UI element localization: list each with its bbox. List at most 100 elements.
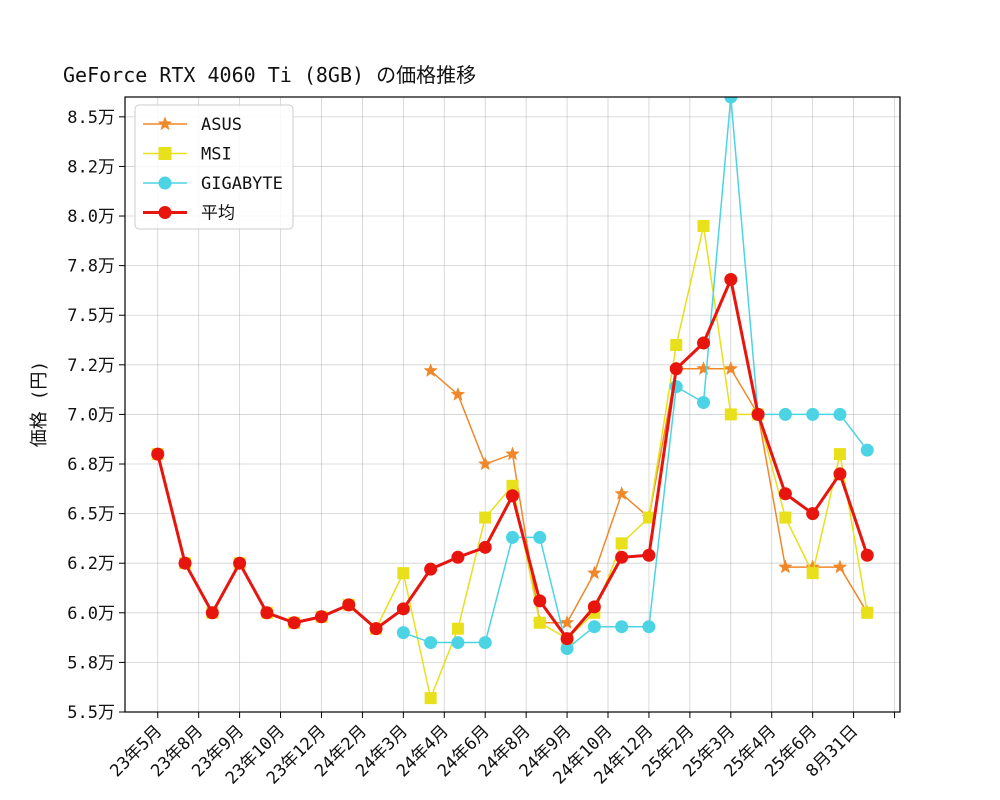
- data-point: [151, 447, 165, 461]
- legend-label: GIGABYTE: [201, 174, 283, 194]
- data-point: [723, 361, 739, 376]
- data-point: [424, 562, 438, 576]
- data-point: [832, 559, 848, 574]
- legend-entry: ASUS: [143, 115, 242, 135]
- data-point: [477, 456, 493, 471]
- data-point: [806, 407, 820, 421]
- series-layer: [151, 97, 875, 705]
- data-point: [806, 507, 820, 521]
- y-axis-label: 価格 (円): [29, 361, 50, 448]
- y-tick-label: 6.2万: [67, 554, 115, 574]
- data-point: [533, 530, 547, 544]
- data-point: [396, 602, 410, 616]
- y-tick-label: 6.5万: [67, 505, 115, 525]
- data-point: [396, 626, 410, 640]
- chart-title: GeForce RTX 4060 Ti (8GB) の価格推移: [63, 63, 476, 87]
- data-point: [860, 443, 874, 457]
- legend-marker: [158, 147, 172, 160]
- legend-entry: GIGABYTE: [143, 174, 283, 194]
- y-axis: 5.5万 5.8万 6.0万 6.2万 6.5万 6.8万 7.0万 7.2万 7.5万 7.8万…: [67, 108, 125, 723]
- y-tick-label: 7.0万: [67, 405, 115, 425]
- y-tick-label: 8.2万: [67, 157, 115, 177]
- data-point: [697, 219, 710, 232]
- data-point: [614, 486, 629, 501]
- data-point: [724, 408, 737, 421]
- plot-frame: [124, 96, 901, 713]
- y-tick-label: 7.8万: [67, 257, 115, 277]
- data-point: [505, 446, 520, 461]
- data-point: [506, 489, 519, 503]
- data-point: [451, 636, 465, 650]
- data-point: [696, 361, 711, 376]
- data-point: [260, 606, 274, 620]
- data-point: [778, 407, 792, 421]
- legend-entry: 平均: [143, 204, 235, 224]
- y-tick-label: 8.0万: [67, 207, 115, 227]
- data-point: [287, 616, 301, 630]
- data-point: [424, 692, 437, 705]
- data-point: [369, 622, 383, 636]
- y-tick-label: 5.8万: [67, 653, 115, 673]
- data-point: [424, 636, 438, 650]
- data-point: [587, 620, 601, 634]
- legend-marker: [158, 176, 172, 190]
- y-tick-label: 8.5万: [67, 108, 115, 128]
- data-point: [233, 556, 247, 570]
- data-point: [506, 479, 519, 492]
- data-point: [533, 616, 546, 629]
- legend-marker: [158, 206, 172, 219]
- data-point: [615, 550, 629, 564]
- y-tick-label: 6.0万: [67, 604, 115, 624]
- data-point: [860, 548, 874, 562]
- data-point: [560, 632, 574, 646]
- data-point: [806, 567, 819, 580]
- data-point: [533, 594, 547, 608]
- data-point: [833, 407, 847, 421]
- series-平均: [151, 273, 874, 646]
- legend-box: [134, 104, 294, 230]
- data-point: [506, 530, 519, 544]
- data-point: [724, 273, 738, 287]
- data-point: [751, 407, 765, 421]
- data-point: [451, 550, 465, 564]
- legend-entry: MSI: [143, 145, 232, 165]
- data-point: [451, 622, 464, 635]
- data-point: [642, 620, 656, 634]
- data-point: [205, 606, 219, 620]
- data-point: [478, 540, 492, 554]
- data-point: [615, 537, 628, 550]
- y-tick-label: 7.5万: [67, 306, 115, 326]
- data-point: [397, 567, 410, 580]
- legend: ASUS MSI GIGABYTE 平均: [134, 104, 294, 230]
- data-point: [778, 487, 792, 501]
- legend-label: 平均: [201, 204, 235, 224]
- data-point: [587, 600, 601, 614]
- data-point: [450, 386, 466, 401]
- data-point: [559, 615, 575, 629]
- data-point: [342, 598, 356, 612]
- data-point: [861, 606, 874, 619]
- data-point: [779, 511, 792, 524]
- data-point: [697, 336, 711, 350]
- data-point: [560, 642, 574, 656]
- data-point: [587, 565, 602, 580]
- data-point: [314, 610, 328, 624]
- y-tick-label: 7.2万: [67, 356, 115, 376]
- y-tick-label: 5.5万: [67, 703, 115, 723]
- data-point: [479, 511, 492, 524]
- data-point: [642, 548, 656, 562]
- data-point: [670, 338, 683, 351]
- data-point: [669, 362, 683, 376]
- legend-marker: [157, 116, 173, 131]
- data-point: [642, 511, 655, 524]
- y-tick-label: 6.8万: [67, 455, 115, 475]
- data-point: [697, 396, 711, 410]
- data-point: [615, 620, 629, 634]
- data-point: [178, 556, 192, 570]
- legend-label: MSI: [201, 145, 232, 165]
- data-point: [833, 448, 846, 461]
- data-point: [478, 636, 492, 650]
- data-point: [724, 97, 738, 104]
- data-point: [833, 467, 847, 481]
